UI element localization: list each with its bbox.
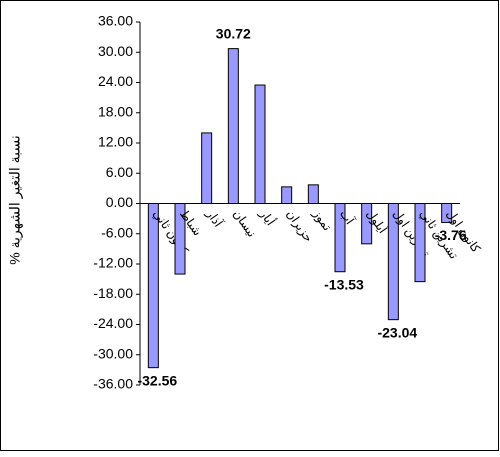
y-tick-label: -30.00 (93, 345, 133, 361)
y-tick-label: -12.00 (93, 255, 133, 271)
y-axis-label: % نسبة التغير الشهرية (7, 135, 24, 265)
value-label: 30.72 (216, 25, 251, 41)
y-tick-label: -24.00 (93, 315, 133, 331)
y-tick-label: 30.00 (98, 43, 133, 59)
y-tick-label: 12.00 (98, 134, 133, 150)
value-label: -23.04 (377, 324, 417, 340)
y-tick-label: 0.00 (106, 194, 133, 210)
bar (307, 184, 319, 205)
y-tick-label: 18.00 (98, 103, 133, 119)
value-label: -13.53 (324, 276, 364, 292)
y-tick-label: 36.00 (98, 13, 133, 29)
bar (147, 203, 159, 369)
bar (201, 132, 213, 205)
bar (227, 48, 239, 205)
y-tick-label: -18.00 (93, 285, 133, 301)
bar (254, 84, 266, 204)
y-tick-label: 24.00 (98, 73, 133, 89)
y-tick-label: 6.00 (106, 164, 133, 180)
y-tick-label: -6.00 (101, 224, 133, 240)
y-tick-label: -36.00 (93, 376, 133, 392)
bar (281, 186, 293, 205)
value-label: -3.76 (435, 227, 467, 243)
value-label: -32.56 (137, 372, 177, 388)
